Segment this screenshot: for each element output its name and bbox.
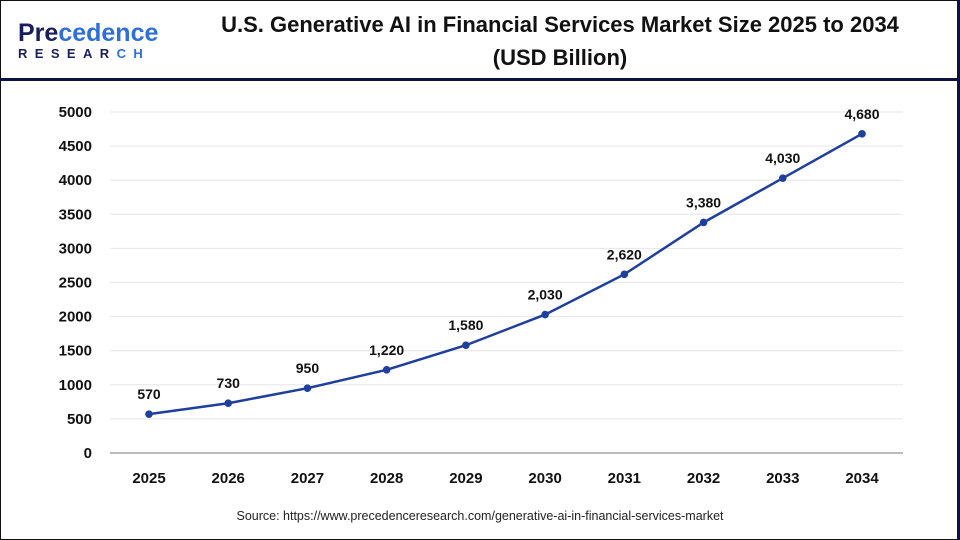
source-text: Source: https://www.precedenceresearch.c… <box>236 509 724 523</box>
x-tick-label: 2030 <box>528 470 561 487</box>
x-tick-label: 2027 <box>291 470 324 487</box>
x-tick-label: 2026 <box>212 470 245 487</box>
y-tick-label: 4500 <box>59 138 92 155</box>
data-label: 2,620 <box>607 246 642 262</box>
y-tick-label: 3000 <box>59 240 92 257</box>
data-label: 4,030 <box>765 150 800 166</box>
data-point <box>620 270 629 279</box>
data-label: 950 <box>296 360 320 376</box>
data-point <box>778 174 787 182</box>
data-label: 570 <box>137 386 161 402</box>
x-tick-label: 2034 <box>845 470 879 487</box>
data-point <box>541 310 549 319</box>
x-tick-label: 2029 <box>449 470 482 487</box>
data-point <box>224 399 233 408</box>
data-label: 1,580 <box>448 317 483 333</box>
y-tick-label: 1000 <box>59 377 92 394</box>
data-label: 3,380 <box>686 194 721 210</box>
data-label: 4,680 <box>844 106 879 122</box>
x-tick-label: 2032 <box>687 470 720 487</box>
header-divider <box>0 78 960 81</box>
chart-title: U.S. Generative AI in Financial Services… <box>221 12 899 70</box>
data-point <box>699 218 708 227</box>
y-tick-label: 2000 <box>59 309 92 326</box>
data-point <box>303 384 312 393</box>
data-label: 2,030 <box>528 287 563 303</box>
y-tick-label: 1500 <box>59 343 92 360</box>
right-border <box>957 0 960 540</box>
y-tick-label: 2500 <box>59 275 92 292</box>
y-tick-label: 4000 <box>59 172 92 189</box>
series-line <box>148 132 863 416</box>
data-point <box>462 341 470 350</box>
y-tick-label: 3500 <box>59 206 92 223</box>
x-tick-label: 2033 <box>766 470 799 487</box>
logo-line2: RESEARCH <box>18 46 151 61</box>
data-point <box>858 130 866 138</box>
data-point <box>145 410 153 418</box>
y-tick-label: 0 <box>84 445 92 462</box>
data-point <box>382 365 391 374</box>
logo-line1: Precedence <box>18 19 159 47</box>
y-tick-label: 5000 <box>59 104 92 121</box>
x-tick-label: 2031 <box>608 470 641 487</box>
data-label: 730 <box>217 375 241 391</box>
data-label: 1,220 <box>369 342 404 358</box>
y-tick-label: 500 <box>67 411 92 428</box>
x-tick-label: 2025 <box>132 470 165 487</box>
x-tick-label: 2028 <box>370 470 403 487</box>
precedence-research-logo: Precedence RESEARCH <box>18 20 163 64</box>
